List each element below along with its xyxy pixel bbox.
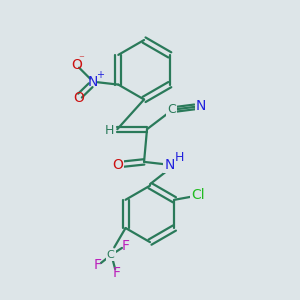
Text: O: O xyxy=(73,91,84,105)
Text: F: F xyxy=(93,258,101,272)
Text: O: O xyxy=(71,58,82,72)
Text: N: N xyxy=(164,158,175,172)
Text: O: O xyxy=(112,158,123,172)
Text: ⁻: ⁻ xyxy=(78,54,84,64)
Text: N: N xyxy=(88,75,98,88)
Text: H: H xyxy=(175,151,184,164)
Text: F: F xyxy=(122,239,130,253)
Text: N: N xyxy=(196,99,206,113)
Text: H: H xyxy=(105,124,115,137)
Text: +: + xyxy=(96,70,104,80)
Text: C: C xyxy=(167,103,176,116)
Text: F: F xyxy=(112,266,121,280)
Text: Cl: Cl xyxy=(191,188,205,202)
Text: C: C xyxy=(107,250,115,260)
